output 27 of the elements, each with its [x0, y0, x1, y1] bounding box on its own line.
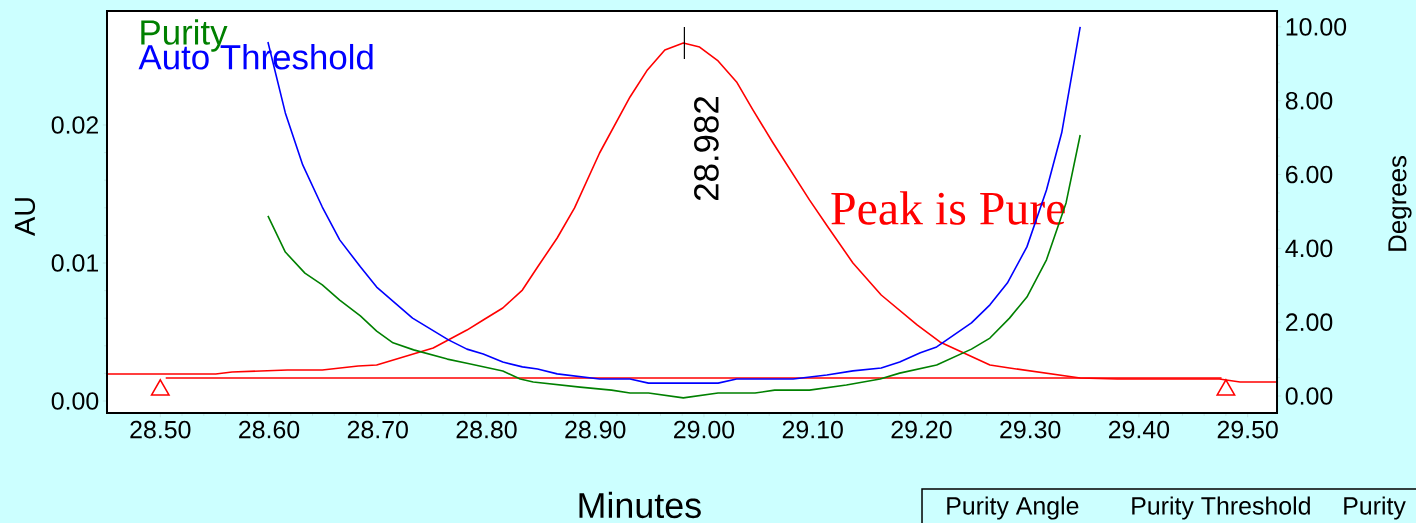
y-axis-title: AU	[14, 198, 36, 237]
x-tick-label: 29.00	[674, 420, 735, 439]
x-tick-label: 28.70	[347, 420, 408, 439]
text: Purity Threshold	[1132, 496, 1310, 520]
y2-tick-label: 2.00	[1286, 313, 1333, 332]
y2-tick-label: 8.00	[1285, 91, 1333, 110]
x-tick-label: 29.50	[1217, 420, 1278, 439]
y2-tick-label: 0.00	[1285, 387, 1333, 405]
x-tick-label: 28.50	[130, 420, 191, 439]
x-tick-label: 29.30	[1000, 420, 1061, 439]
y2-tick-label: 10.00	[1286, 18, 1347, 36]
y-tick-label: 0.02	[51, 116, 98, 134]
y2-tick-label: 6.00	[1286, 165, 1333, 184]
text: Purity Angle	[947, 496, 1079, 520]
y2-axis-title: Degrees	[1388, 155, 1412, 251]
x-tick-label: 28.80	[456, 420, 517, 439]
y-tick-label: 0.00	[51, 392, 99, 410]
text: Purity	[1344, 496, 1406, 520]
x-tick-label: 28.90	[565, 420, 626, 439]
y2-tick-label: 4.00	[1285, 239, 1333, 258]
x-tick-label: 28.60	[239, 420, 300, 439]
x-axis-title: Minutes	[579, 491, 701, 519]
x-tick-label: 29.10	[782, 420, 843, 439]
annotation: 28.982	[694, 96, 719, 201]
y-tick-label: 0.01	[51, 254, 99, 272]
x-tick-label: 29.20	[891, 420, 952, 439]
x-tick-label: 29.40	[1109, 420, 1170, 439]
